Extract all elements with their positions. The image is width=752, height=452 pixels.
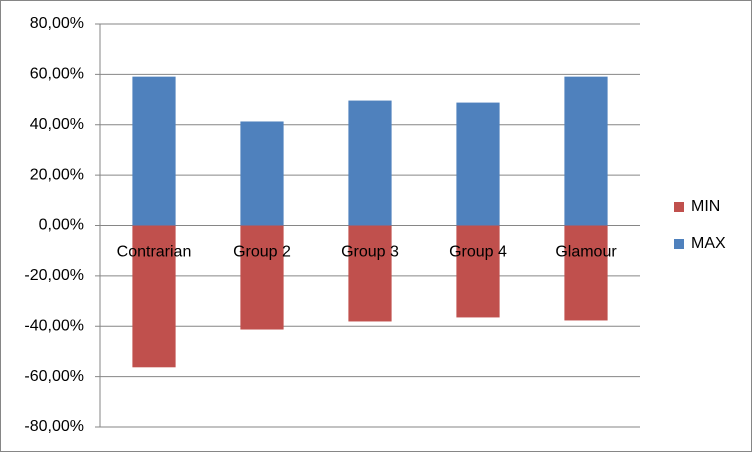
y-tick-label: -40,00%: [24, 317, 84, 334]
x-tick-label: Glamour: [555, 244, 617, 261]
y-tick-label: 40,00%: [30, 116, 84, 133]
bar: [456, 102, 500, 226]
legend-label: MAX: [691, 235, 726, 252]
bar: [348, 100, 392, 226]
bar: [456, 225, 500, 318]
bar: [348, 225, 392, 322]
x-tick-label: Group 2: [233, 244, 291, 261]
bar: [132, 225, 176, 368]
bar: [240, 121, 284, 226]
y-tick-label: 80,00%: [30, 15, 84, 32]
bar: [132, 76, 176, 226]
y-tick-label: -60,00%: [24, 368, 84, 385]
legend-swatch: [674, 239, 684, 249]
y-tick-label: -20,00%: [24, 267, 84, 284]
x-tick-label: Contrarian: [117, 244, 192, 261]
x-tick-label: Group 3: [341, 244, 399, 261]
bar: [564, 76, 608, 226]
y-tick-label: 60,00%: [30, 66, 84, 83]
bar: [240, 225, 284, 330]
legend-label: MIN: [691, 198, 720, 215]
bar: [564, 225, 608, 321]
y-tick-label: -80,00%: [24, 418, 84, 435]
y-tick-label: 20,00%: [30, 166, 84, 183]
y-tick-label: 0,00%: [39, 217, 84, 234]
x-tick-label: Group 4: [449, 244, 507, 261]
legend-swatch: [674, 202, 684, 212]
